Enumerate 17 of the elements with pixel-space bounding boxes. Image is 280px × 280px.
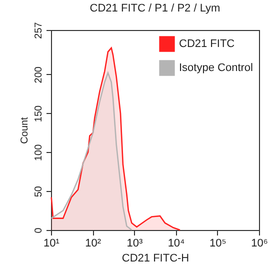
x-tick-label: 10² bbox=[85, 238, 102, 250]
y-tick-label: 100 bbox=[34, 144, 44, 162]
legend-label: CD21 FITC bbox=[179, 38, 235, 50]
y-tick-label: 0 bbox=[34, 227, 44, 234]
y-axis-title: Count bbox=[20, 116, 30, 144]
x-tick-label: 10⁴ bbox=[168, 238, 186, 250]
x-tick-label: 10¹ bbox=[44, 238, 60, 250]
y-tick-label: 200 bbox=[34, 66, 44, 84]
x-axis-title: CD21 FITC-H bbox=[122, 252, 190, 264]
y-tick-label: 150 bbox=[34, 104, 44, 122]
legend-label: Isotype Control bbox=[179, 62, 253, 74]
x-tick-label: 10⁶ bbox=[251, 238, 268, 250]
y-tick-label: 50 bbox=[34, 186, 44, 198]
y-tick-label: 257 bbox=[34, 22, 44, 39]
x-tick-label: 10⁵ bbox=[210, 238, 226, 250]
x-tick-label: 10³ bbox=[126, 238, 143, 250]
chart-title: CD21 FITC / P1 / P2 / Lym bbox=[90, 2, 220, 15]
